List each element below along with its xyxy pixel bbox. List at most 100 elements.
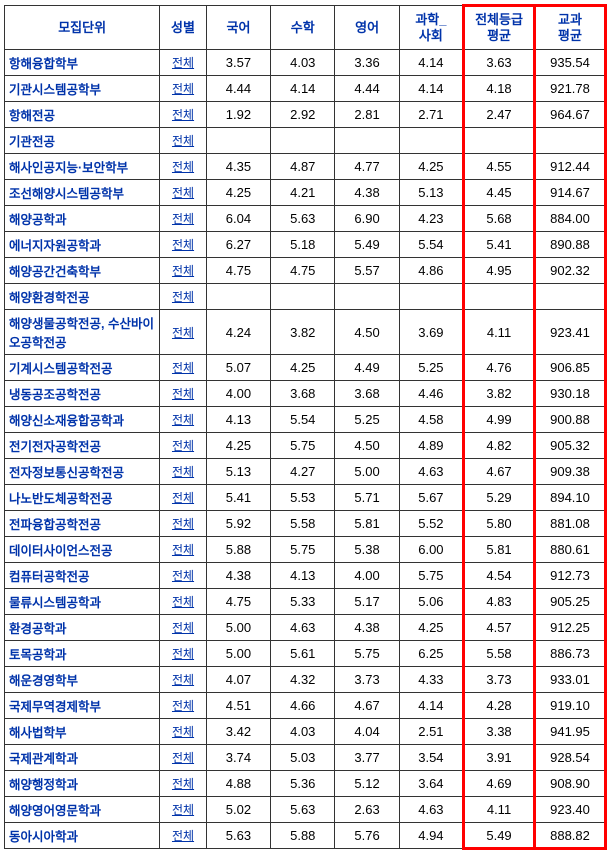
- cell-gender[interactable]: 전체: [160, 258, 207, 284]
- cell-gender[interactable]: 전체: [160, 50, 207, 76]
- cell-math: 5.53: [271, 485, 335, 511]
- cell-gender[interactable]: 전체: [160, 355, 207, 381]
- cell-subj-avg: [535, 128, 606, 154]
- table-row: 전기전자공학전공전체4.255.754.504.894.82905.32: [5, 433, 606, 459]
- cell-korean: 6.04: [206, 206, 270, 232]
- cell-sci_soc: 4.14: [399, 693, 463, 719]
- cell-korean: 4.44: [206, 76, 270, 102]
- cell-english: 3.36: [335, 50, 399, 76]
- cell-dept: 전기전자공학전공: [5, 433, 160, 459]
- cell-grade-avg: 4.83: [464, 589, 535, 615]
- cell-gender[interactable]: 전체: [160, 232, 207, 258]
- cell-gender[interactable]: 전체: [160, 667, 207, 693]
- cell-grade-avg: 4.28: [464, 693, 535, 719]
- cell-sci_soc: 2.51: [399, 719, 463, 745]
- cell-sci_soc: 4.94: [399, 823, 463, 849]
- cell-dept: 토목공학과: [5, 641, 160, 667]
- cell-subj-avg: 905.32: [535, 433, 606, 459]
- cell-gender[interactable]: 전체: [160, 641, 207, 667]
- cell-sci_soc: 5.13: [399, 180, 463, 206]
- cell-dept: 나노반도체공학전공: [5, 485, 160, 511]
- cell-dept: 기계시스템공학전공: [5, 355, 160, 381]
- cell-gender[interactable]: 전체: [160, 154, 207, 180]
- cell-grade-avg: 5.49: [464, 823, 535, 849]
- cell-dept: 컴퓨터공학전공: [5, 563, 160, 589]
- cell-subj-avg: 933.01: [535, 667, 606, 693]
- cell-math: 2.92: [271, 102, 335, 128]
- table-row: 해양공학과전체6.045.636.904.235.68884.00: [5, 206, 606, 232]
- cell-dept: 해양영어영문학과: [5, 797, 160, 823]
- cell-gender[interactable]: 전체: [160, 615, 207, 641]
- cell-english: 4.50: [335, 433, 399, 459]
- cell-english: 5.00: [335, 459, 399, 485]
- cell-sci_soc: 3.64: [399, 771, 463, 797]
- cell-subj-avg: 919.10: [535, 693, 606, 719]
- cell-grade-avg: 4.11: [464, 310, 535, 355]
- cell-gender[interactable]: 전체: [160, 310, 207, 355]
- cell-subj-avg: 908.90: [535, 771, 606, 797]
- cell-gender[interactable]: 전체: [160, 459, 207, 485]
- cell-gender[interactable]: 전체: [160, 745, 207, 771]
- header-row: 모집단위 성별 국어 수학 영어 과학_사회 전체등급평균 교과평균: [5, 6, 606, 50]
- cell-subj-avg: 928.54: [535, 745, 606, 771]
- cell-dept: 해양환경학전공: [5, 284, 160, 310]
- cell-subj-avg: 930.18: [535, 381, 606, 407]
- cell-subj-avg: 914.67: [535, 180, 606, 206]
- cell-gender[interactable]: 전체: [160, 563, 207, 589]
- cell-gender[interactable]: 전체: [160, 180, 207, 206]
- cell-subj-avg: 941.95: [535, 719, 606, 745]
- cell-gender[interactable]: 전체: [160, 206, 207, 232]
- cell-math: 5.61: [271, 641, 335, 667]
- cell-gender[interactable]: 전체: [160, 433, 207, 459]
- cell-gender[interactable]: 전체: [160, 381, 207, 407]
- cell-english: 4.00: [335, 563, 399, 589]
- cell-subj-avg: 884.00: [535, 206, 606, 232]
- cell-gender[interactable]: 전체: [160, 771, 207, 797]
- table-row: 전자정보통신공학전공전체5.134.275.004.634.67909.38: [5, 459, 606, 485]
- cell-gender[interactable]: 전체: [160, 719, 207, 745]
- cell-math: 3.68: [271, 381, 335, 407]
- cell-gender[interactable]: 전체: [160, 589, 207, 615]
- cell-gender[interactable]: 전체: [160, 128, 207, 154]
- cell-grade-avg: 4.45: [464, 180, 535, 206]
- cell-gender[interactable]: 전체: [160, 485, 207, 511]
- cell-korean: 5.02: [206, 797, 270, 823]
- cell-math: 5.54: [271, 407, 335, 433]
- cell-english: 2.81: [335, 102, 399, 128]
- table-row: 컴퓨터공학전공전체4.384.134.005.754.54912.73: [5, 563, 606, 589]
- cell-gender[interactable]: 전체: [160, 511, 207, 537]
- cell-sci_soc: 4.33: [399, 667, 463, 693]
- cell-korean: 5.63: [206, 823, 270, 849]
- cell-english: 5.25: [335, 407, 399, 433]
- cell-gender[interactable]: 전체: [160, 407, 207, 433]
- cell-english: 6.90: [335, 206, 399, 232]
- cell-sci_soc: 4.63: [399, 797, 463, 823]
- cell-korean: 4.35: [206, 154, 270, 180]
- cell-gender[interactable]: 전체: [160, 797, 207, 823]
- cell-math: 5.03: [271, 745, 335, 771]
- cell-math: 4.13: [271, 563, 335, 589]
- cell-subj-avg: [535, 284, 606, 310]
- table-row: 국제무역경제학부전체4.514.664.674.144.28919.10: [5, 693, 606, 719]
- cell-sci_soc: 4.23: [399, 206, 463, 232]
- cell-gender[interactable]: 전체: [160, 537, 207, 563]
- cell-math: 4.03: [271, 719, 335, 745]
- table-row: 나노반도체공학전공전체5.415.535.715.675.29894.10: [5, 485, 606, 511]
- cell-gender[interactable]: 전체: [160, 284, 207, 310]
- cell-gender[interactable]: 전체: [160, 823, 207, 849]
- cell-english: 5.71: [335, 485, 399, 511]
- table-row: 기계시스템공학전공전체5.074.254.495.254.76906.85: [5, 355, 606, 381]
- table-row: 동아시아학과전체5.635.885.764.945.49888.82: [5, 823, 606, 849]
- cell-subj-avg: 964.67: [535, 102, 606, 128]
- cell-math: 4.32: [271, 667, 335, 693]
- table-row: 항해융합학부전체3.574.033.364.143.63935.54: [5, 50, 606, 76]
- cell-korean: 4.00: [206, 381, 270, 407]
- table-row: 해사법학부전체3.424.034.042.513.38941.95: [5, 719, 606, 745]
- cell-gender[interactable]: 전체: [160, 693, 207, 719]
- cell-english: [335, 128, 399, 154]
- table-row: 해운경영학부전체4.074.323.734.333.73933.01: [5, 667, 606, 693]
- cell-gender[interactable]: 전체: [160, 76, 207, 102]
- cell-grade-avg: 4.69: [464, 771, 535, 797]
- cell-gender[interactable]: 전체: [160, 102, 207, 128]
- cell-subj-avg: 894.10: [535, 485, 606, 511]
